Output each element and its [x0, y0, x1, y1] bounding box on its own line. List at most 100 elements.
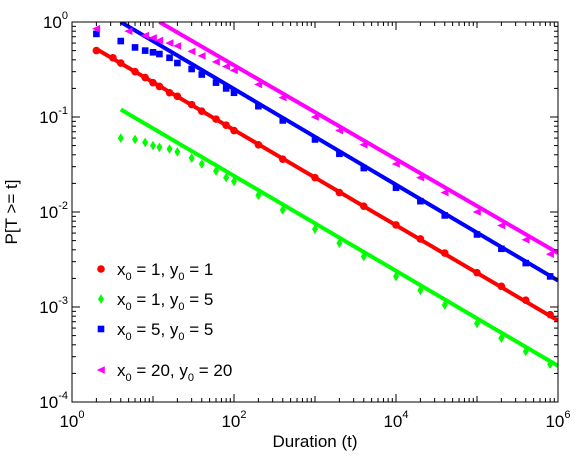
- legend-text-part: = 1, y: [132, 290, 179, 309]
- data-point-2: [498, 333, 505, 343]
- tick-exponent: 6: [564, 409, 570, 421]
- tick-base: 10: [383, 412, 402, 431]
- data-point-3: [156, 50, 163, 58]
- legend-subscript: 0: [178, 301, 184, 313]
- data-point-1: [254, 140, 263, 149]
- data-point-4: [124, 27, 133, 36]
- data-point-4: [221, 62, 230, 71]
- data-point-3: [441, 212, 449, 219]
- data-point-3: [473, 231, 481, 238]
- y-tick-label: 10-3: [39, 295, 68, 317]
- legend-label-1: x0 = 1, y0 = 1: [117, 260, 213, 283]
- data-point-3: [417, 197, 424, 205]
- x-axis-label: Duration (t): [272, 432, 357, 451]
- data-point-1: [116, 59, 125, 67]
- data-point-4: [545, 250, 554, 258]
- legend-text-part: x: [117, 260, 126, 279]
- data-point-2: [156, 142, 163, 153]
- x-tick-label: 104: [383, 409, 408, 431]
- legend-text-part: x: [117, 320, 126, 339]
- tick-base: 10: [221, 412, 240, 431]
- data-point-1: [149, 78, 157, 87]
- data-point-3: [498, 245, 505, 253]
- data-point-2: [360, 251, 367, 262]
- data-point-1: [212, 115, 220, 123]
- tick-base: 10: [39, 203, 58, 222]
- data-point-4: [148, 34, 157, 42]
- data-point-1: [440, 249, 449, 257]
- data-point-4: [359, 140, 368, 149]
- data-point-3: [117, 37, 125, 45]
- data-point-1: [173, 92, 182, 101]
- data-point-2: [213, 166, 220, 176]
- data-point-3: [311, 136, 319, 143]
- legend-marker-2: [98, 294, 104, 304]
- data-point-1: [521, 296, 530, 304]
- data-point-2: [279, 205, 286, 215]
- tick-exponent: 4: [402, 409, 408, 421]
- tick-base: 10: [43, 13, 62, 32]
- tick-exponent: -1: [58, 105, 68, 117]
- legend-text-part: = 1, y: [132, 260, 179, 279]
- data-point-3: [166, 54, 173, 62]
- tick-base: 10: [39, 108, 58, 127]
- data-point-3: [93, 30, 100, 38]
- data-point-2: [198, 159, 205, 169]
- fit-lines: [95, 22, 558, 368]
- data-point-1: [546, 310, 554, 319]
- legend-text-part: = 20, y: [132, 361, 189, 380]
- data-point-1: [416, 235, 425, 243]
- data-point-3: [279, 117, 287, 124]
- data-point-4: [229, 66, 238, 75]
- data-point-3: [522, 259, 530, 267]
- data-point-2: [188, 153, 195, 163]
- data-point-2: [417, 285, 424, 296]
- data-points: [92, 24, 554, 369]
- data-point-1: [141, 73, 149, 82]
- y-axis-label: P[T >= t]: [2, 180, 21, 245]
- data-point-1: [278, 155, 287, 163]
- data-point-4: [211, 58, 220, 66]
- y-tick-label: 10-2: [39, 200, 68, 222]
- legend-subscript: 0: [126, 301, 132, 313]
- tick-base: 10: [39, 298, 58, 317]
- data-point-4: [92, 24, 101, 33]
- legend-subscript: 0: [126, 271, 132, 283]
- data-point-3: [141, 47, 149, 54]
- data-point-1: [197, 107, 206, 116]
- legend-subscript: 0: [126, 372, 132, 384]
- data-point-3: [198, 71, 206, 78]
- tick-exponent: 0: [78, 409, 84, 421]
- data-point-4: [165, 39, 174, 47]
- data-point-3: [174, 59, 181, 67]
- data-point-2: [255, 190, 262, 201]
- data-point-3: [336, 150, 343, 158]
- fit-line-4: [158, 22, 558, 255]
- data-point-3: [392, 184, 400, 192]
- data-point-3: [188, 65, 195, 73]
- tick-exponent: -4: [58, 390, 68, 402]
- data-point-2: [174, 147, 181, 157]
- data-point-2: [474, 318, 480, 329]
- data-point-1: [109, 53, 117, 62]
- data-point-2: [393, 271, 399, 282]
- data-point-4: [278, 93, 287, 102]
- x-tick-label: 102: [221, 409, 246, 431]
- legend-subscript: 0: [178, 331, 184, 343]
- data-point-2: [132, 134, 139, 145]
- data-point-4: [140, 31, 149, 40]
- data-point-1: [187, 100, 196, 109]
- legend-marker-3: [97, 325, 105, 333]
- data-point-3: [230, 89, 238, 97]
- data-point-2: [547, 359, 554, 369]
- data-point-3: [222, 85, 230, 92]
- legend-marker-1: [97, 265, 105, 273]
- y-tick-label: 10-4: [39, 390, 68, 412]
- legend-text-part: = 5: [185, 320, 214, 339]
- data-point-4: [335, 126, 344, 135]
- data-point-1: [92, 46, 101, 55]
- data-point-1: [311, 173, 319, 182]
- y-tick-label: 10-1: [39, 105, 68, 127]
- data-point-4: [310, 113, 319, 121]
